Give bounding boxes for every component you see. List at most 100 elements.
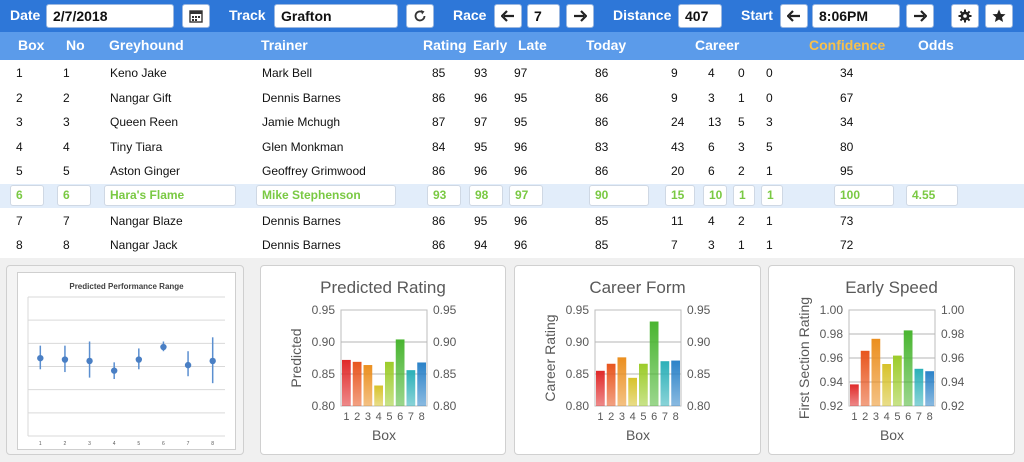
date-field[interactable]: 2/7/2018	[46, 4, 174, 28]
x-tick-label: 4	[884, 411, 890, 423]
bar-box-7	[914, 368, 924, 406]
cell-c3: 2	[738, 164, 745, 179]
bar-box-5	[385, 361, 394, 406]
cell-no: 5	[63, 164, 70, 179]
start-next-button[interactable]	[906, 4, 934, 28]
date-label: Date	[10, 7, 41, 23]
column-no[interactable]: No	[66, 37, 85, 53]
column-confidence[interactable]: Confidence	[809, 37, 886, 53]
cell-early: 98	[469, 185, 503, 206]
cell-c1: 7	[671, 238, 678, 253]
column-header: Box No Greyhound Trainer Rating Early La…	[0, 32, 1024, 60]
table-row[interactable]: 3 3 Queen Reen Jamie Mchugh 87 97 95 86 24 13 5 3 34	[0, 110, 1024, 134]
cell-c1: 20	[671, 164, 685, 179]
cell-early: 96	[474, 164, 488, 179]
y-tick-label-right: 0.94	[941, 375, 965, 389]
y-tick-label-right: 0.90	[433, 335, 457, 349]
cell-c3: 3	[738, 139, 745, 154]
x-tick-label: 7	[408, 411, 414, 423]
cell-c4: 1	[766, 238, 773, 253]
cell-c2: 6	[708, 139, 715, 154]
arrow-right-icon	[574, 10, 587, 22]
race-prev-button[interactable]	[494, 4, 522, 28]
table-row[interactable]: 1 1 Keno Jake Mark Bell 85 93 97 86 9 4 0 0 34	[0, 61, 1024, 85]
start-time-field[interactable]: 8:06PM	[812, 4, 900, 28]
cell-c1: 11	[671, 213, 684, 228]
cell-no: 4	[63, 139, 70, 154]
cell-c4: 5	[766, 139, 773, 154]
table-row[interactable]: 7 7 Nangar Blaze Dennis Barnes 86 95 96 85 11 4 2 1…	[0, 209, 1024, 233]
arrow-right-icon	[914, 10, 927, 22]
table-row-selected[interactable]: 6 6 Hara's Flame Mike Stephenson 93 98 97 90 15 1…	[0, 184, 1024, 208]
y-tick-label: 0.96	[820, 351, 844, 365]
cell-trainer: Jamie Mchugh	[262, 115, 341, 130]
cell-c2: 13	[708, 115, 722, 130]
column-today[interactable]: Today	[586, 37, 627, 53]
x-tick-label: 2	[862, 411, 868, 423]
cell-early: 94	[474, 238, 488, 253]
y-tick-label-right: 0.98	[941, 327, 965, 341]
refresh-button[interactable]	[406, 4, 434, 28]
cell-rating: 86	[432, 238, 446, 253]
column-rating[interactable]: Rating	[423, 37, 467, 53]
cell-c2: 3	[708, 238, 715, 253]
column-odds[interactable]: Odds	[918, 37, 954, 53]
y-axis-label: Career Rating	[542, 314, 558, 401]
predicted-rating-panel: Predicted Rating 0.80 0.80 0.85 0.85 0.90 0.90…	[260, 265, 506, 455]
point-box-7	[184, 361, 192, 369]
y-tick-label: 0.95	[312, 303, 336, 317]
start-prev-button[interactable]	[780, 4, 808, 28]
cell-greyhound: Nangar Jack	[110, 238, 178, 253]
settings-button[interactable]	[951, 4, 979, 28]
cell-confidence: 34	[840, 115, 854, 130]
column-career[interactable]: Career	[695, 37, 740, 53]
cell-today: 86	[595, 164, 609, 179]
column-box[interactable]: Box	[18, 37, 45, 53]
chart-title: Predicted Performance Range	[69, 282, 184, 291]
y-tick-label-right: 0.85	[687, 367, 711, 381]
favorite-button[interactable]	[985, 4, 1013, 28]
column-late[interactable]: Late	[518, 37, 547, 53]
cell-confidence: 100	[834, 185, 894, 206]
cell-early: 95	[474, 139, 488, 154]
cell-c4: 0	[766, 90, 773, 105]
table-row[interactable]: 8 8 Nangar Jack Dennis Barnes 86 94 96 85 7 3 1 1 72	[0, 233, 1024, 257]
race-field[interactable]: 7	[527, 4, 560, 28]
race-next-button[interactable]	[566, 4, 594, 28]
cell-rating: 86	[432, 90, 446, 105]
x-tick-label: 1	[39, 441, 42, 447]
y-tick-label: 0.92	[820, 399, 844, 413]
cell-greyhound: Tiny Tiara	[110, 139, 163, 154]
point-box-5	[135, 356, 143, 363]
x-tick-label: 6	[651, 411, 657, 423]
x-tick-label: 3	[88, 441, 91, 447]
cell-today: 85	[595, 213, 609, 228]
cell-box: 8	[16, 238, 23, 253]
bar-box-4	[628, 377, 637, 406]
table-row[interactable]: 5 5 Aston Ginger Geoffrey Grimwood 86 96 96 86 2…	[0, 159, 1024, 183]
column-greyhound[interactable]: Greyhound	[109, 37, 184, 53]
early-speed-panel: Early Speed 0.92 0.92 0.94 0.94 0.96 0.96 0.98 0…	[768, 265, 1015, 455]
cell-c1: 43	[671, 139, 685, 154]
track-field[interactable]: Grafton	[274, 4, 398, 28]
cell-c1: 15	[665, 185, 695, 206]
x-tick-label: 5	[894, 411, 900, 423]
column-trainer[interactable]: Trainer	[261, 37, 308, 53]
bar-box-1	[850, 384, 859, 406]
table-row[interactable]: 2 2 Nangar Gift Dennis Barnes 86 96 95 86 9 3 1 0 67	[0, 86, 1024, 110]
point-box-2	[61, 356, 69, 363]
table-row[interactable]: 4 4 Tiny Tiara Glen Monkman 84 95 96 83 43 6 3 5 80	[0, 135, 1024, 159]
distance-field[interactable]: 407	[678, 4, 722, 28]
cell-trainer: Dennis Barnes	[262, 213, 341, 228]
cell-c2: 10	[703, 185, 727, 206]
x-tick-label: 8	[211, 441, 214, 447]
cell-trainer: Mike Stephenson	[256, 185, 396, 206]
cell-today: 86	[595, 66, 609, 80]
calendar-button[interactable]	[182, 4, 210, 28]
cell-late: 96	[514, 164, 528, 179]
x-tick-label: 8	[673, 411, 679, 423]
cell-late: 96	[514, 238, 528, 253]
cell-trainer: Dennis Barnes	[262, 238, 341, 253]
arrow-left-icon	[787, 10, 800, 22]
column-early[interactable]: Early	[473, 37, 508, 53]
